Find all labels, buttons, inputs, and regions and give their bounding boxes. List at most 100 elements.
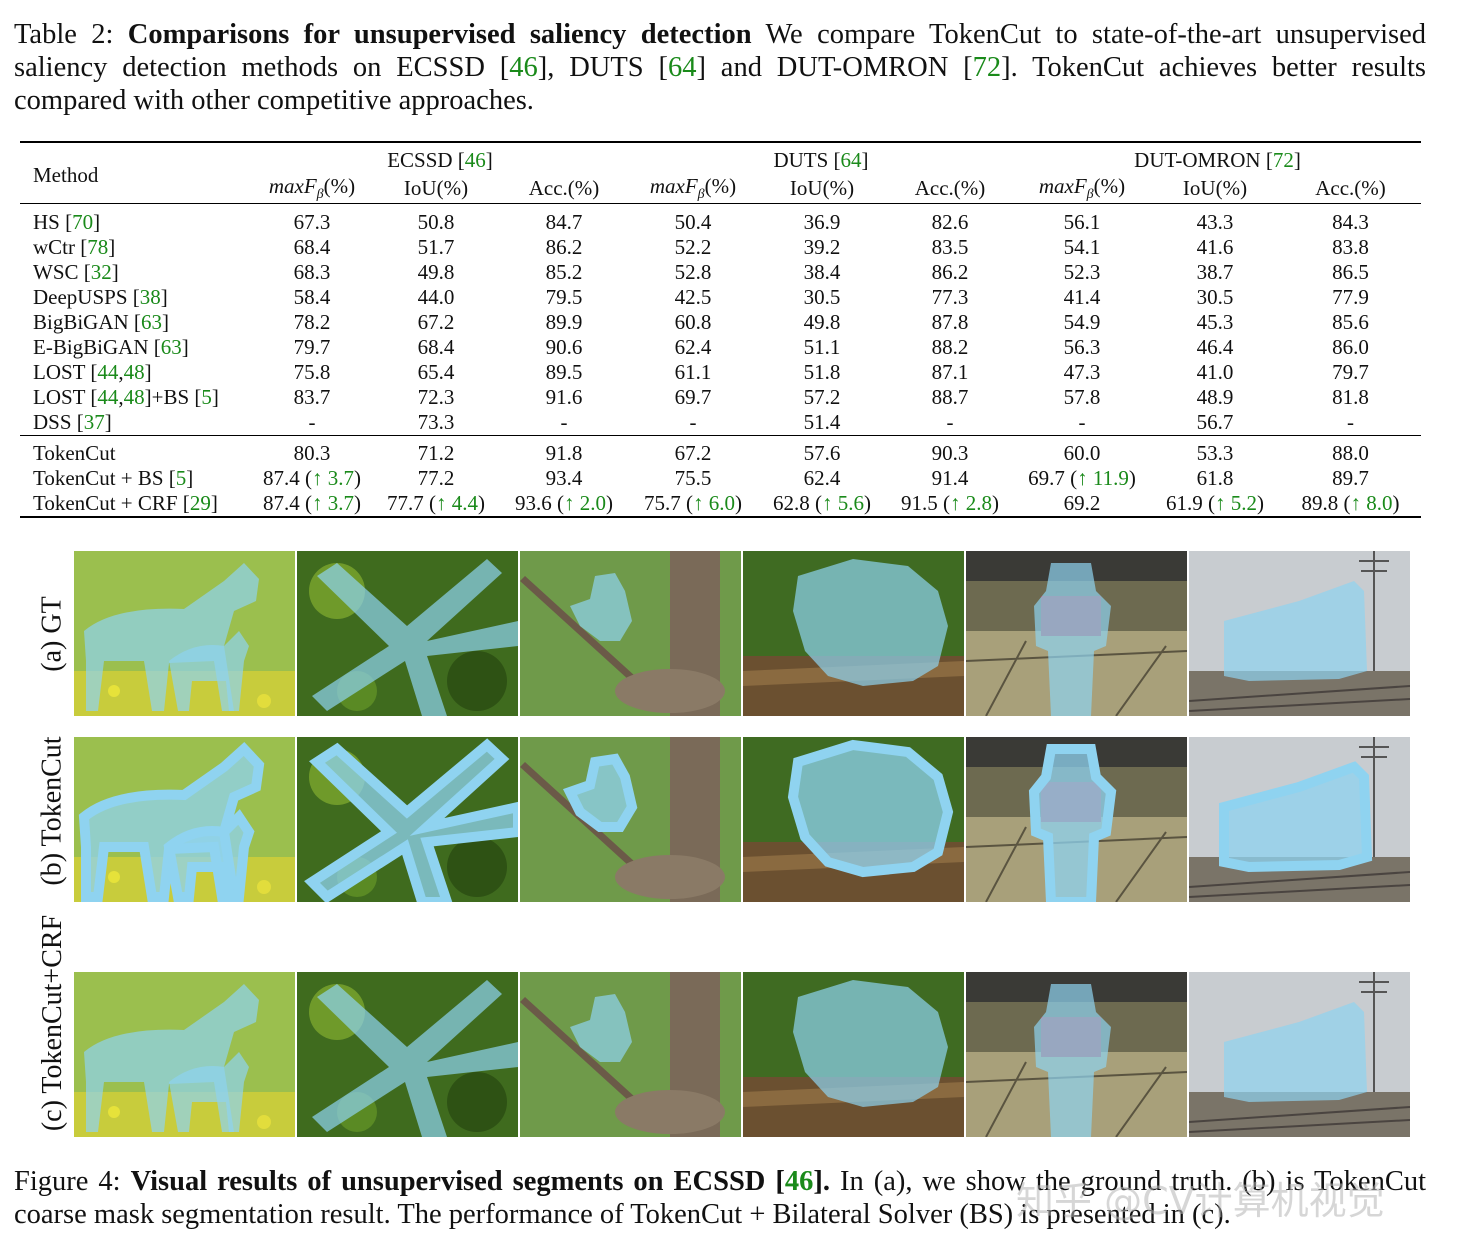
table-cell: 60.0 xyxy=(1014,435,1150,467)
citation-link[interactable]: 48 xyxy=(123,360,145,385)
citation-link[interactable]: 38 xyxy=(139,285,161,310)
table-cell: 75.5 xyxy=(674,466,712,491)
table-cell: 45.3 xyxy=(1196,310,1234,335)
table-cell: 77.7 (↑ 4.4) xyxy=(372,491,500,519)
method-name: TokenCut xyxy=(20,435,252,467)
citation-link[interactable]: 46 xyxy=(784,1166,814,1197)
citation-link[interactable]: 46 xyxy=(464,148,486,172)
method-name: WSC [32] xyxy=(33,260,119,285)
metric-header-iou: IoU(%) xyxy=(789,176,855,201)
citation-link[interactable]: 78 xyxy=(87,235,109,260)
table-cell: 83.8 xyxy=(1332,235,1369,260)
table-cell: 50.8 xyxy=(372,203,500,236)
citation-link[interactable]: 37 xyxy=(83,410,105,435)
citation-link[interactable]: 63 xyxy=(160,335,182,360)
table-header-row: Method ECSSD [46] DUTS [64] DUT-OMRON [7… xyxy=(20,141,1421,204)
table-cell: 53.3 xyxy=(1150,435,1280,467)
table-cell: 56.1 xyxy=(1014,203,1150,236)
citation-link[interactable]: 29 xyxy=(189,491,211,516)
figure-image-train xyxy=(1189,551,1410,716)
citation-link[interactable]: 5 xyxy=(175,466,187,491)
table-cell: 91.4 xyxy=(931,466,969,491)
metric-header-acc: Acc.(%) xyxy=(1315,176,1386,201)
citation-link[interactable]: 32 xyxy=(90,260,112,285)
gain-value: ↑ 4.4 xyxy=(436,491,478,516)
table-cell: 68.4 xyxy=(293,235,331,260)
citation-link[interactable]: 44 xyxy=(97,360,119,385)
figure-image-train xyxy=(1189,737,1410,902)
table-cell: - xyxy=(689,410,697,435)
table-cell: 87.4 (↑ 3.7) xyxy=(252,491,372,519)
citation-link[interactable]: 46 xyxy=(509,52,538,83)
table-cell: 86.2 xyxy=(931,260,969,285)
table-cell: 38.4 xyxy=(803,260,841,285)
table-row: BigBiGAN [63] 78.2 67.2 89.9 60.8 49.8 87.8 54.… xyxy=(20,310,1421,335)
citation-link[interactable]: 72 xyxy=(1272,148,1294,172)
table-cell: 43.3 xyxy=(1150,203,1280,236)
table-title: Comparisons for unsupervised saliency de… xyxy=(127,19,752,50)
citation-link[interactable]: 70 xyxy=(72,210,94,235)
table-cell: 81.8 xyxy=(1332,385,1369,410)
gain-value: ↑ 2.0 xyxy=(564,491,606,516)
table-cell: 51.7 xyxy=(417,235,455,260)
table-cell: 90.6 xyxy=(545,335,583,360)
table-cell: 47.3 xyxy=(1063,360,1101,385)
figure-image-train xyxy=(1189,972,1410,1137)
table-cell: 78.2 xyxy=(293,310,331,335)
table-cell: - xyxy=(1078,410,1086,435)
metric-header-acc: Acc.(%) xyxy=(914,176,986,201)
figure-image-starfish xyxy=(297,972,518,1137)
table-cell: - xyxy=(1347,410,1354,435)
citation-link[interactable]: 5 xyxy=(201,385,212,410)
table-cell: 69.7 xyxy=(674,385,712,410)
metric-header-row: maxFβ(%) IoU(%) Acc.(%) maxFβ(%) IoU(%) Acc.(… xyxy=(20,174,1421,204)
table-cell: 91.5 (↑ 2.8) xyxy=(886,491,1014,519)
citation-link[interactable]: 44 xyxy=(97,385,119,410)
table-row: LOST [44,48]+BS [5] 83.7 72.3 91.6 69.7 57.2 8… xyxy=(20,385,1421,410)
citation-link[interactable]: 64 xyxy=(667,52,697,83)
table-cell: 50.4 xyxy=(628,203,758,236)
table-row: E-BigBiGAN [63] 79.7 68.4 90.6 62.4 51.1 88.2 5… xyxy=(20,335,1421,360)
gain-value: ↑ 8.0 xyxy=(1350,491,1393,516)
method-header: Method xyxy=(20,141,252,204)
figure-image-starfish xyxy=(297,551,518,716)
table-cell: 87.4 (↑ 3.7) xyxy=(263,466,361,491)
table-cell: 51.1 xyxy=(803,335,841,360)
citation-link[interactable]: 64 xyxy=(840,148,862,172)
table-cell: 75.7 (↑ 6.0) xyxy=(628,491,758,519)
gain-value: ↑ 2.8 xyxy=(950,491,992,516)
table-cell: 52.3 xyxy=(1063,260,1101,285)
table-cell: 68.3 xyxy=(293,260,331,285)
figure-caption-text: In (a), we show the ground truth. (b) is… xyxy=(14,1166,1427,1230)
table-cell: 36.9 xyxy=(758,203,886,236)
table-row: HS [70] 67.3 50.8 84.7 50.4 36.9 82.6 56.1 43.3 8… xyxy=(20,203,1421,236)
gain-value: ↑ 3.7 xyxy=(312,491,354,516)
citation-link[interactable]: 48 xyxy=(123,385,145,410)
table-cell: 84.3 xyxy=(1280,203,1421,236)
table-cell: 57.8 xyxy=(1063,385,1101,410)
table-cell: 30.5 xyxy=(803,285,841,310)
table-cell: 80.3 xyxy=(252,435,372,467)
table-caption-text: ]. TokenCut achieves better results comp… xyxy=(14,52,1426,116)
table-cell: - xyxy=(308,410,316,435)
table-cell: 44.0 xyxy=(417,285,455,310)
table-cell: 87.1 xyxy=(931,360,969,385)
gain-value: ↑ 6.0 xyxy=(693,491,735,516)
table-cell: 52.2 xyxy=(674,235,712,260)
table-cell: 84.7 xyxy=(500,203,628,236)
table-cell: - xyxy=(946,410,954,435)
table-cell: 56.3 xyxy=(1063,335,1101,360)
citation-link[interactable]: 72 xyxy=(972,52,1002,83)
figure-caption: Figure 4: Visual results of unsupervised… xyxy=(14,1165,1426,1231)
table-cell: 54.1 xyxy=(1063,235,1101,260)
method-name: wCtr [78] xyxy=(33,235,116,260)
citation-link[interactable]: 63 xyxy=(140,310,162,335)
table-cell: 86.5 xyxy=(1332,260,1369,285)
table-cell: 61.8 xyxy=(1196,466,1234,491)
table-cell: 69.2 xyxy=(1014,491,1150,519)
table-cell: 86.2 xyxy=(545,235,583,260)
table-cell: 93.6 (↑ 2.0) xyxy=(500,491,628,519)
figure-label: Figure 4: xyxy=(14,1166,121,1197)
table-cell: 85.6 xyxy=(1332,310,1369,335)
figure-image-fluffy-bird-nest xyxy=(743,972,964,1137)
